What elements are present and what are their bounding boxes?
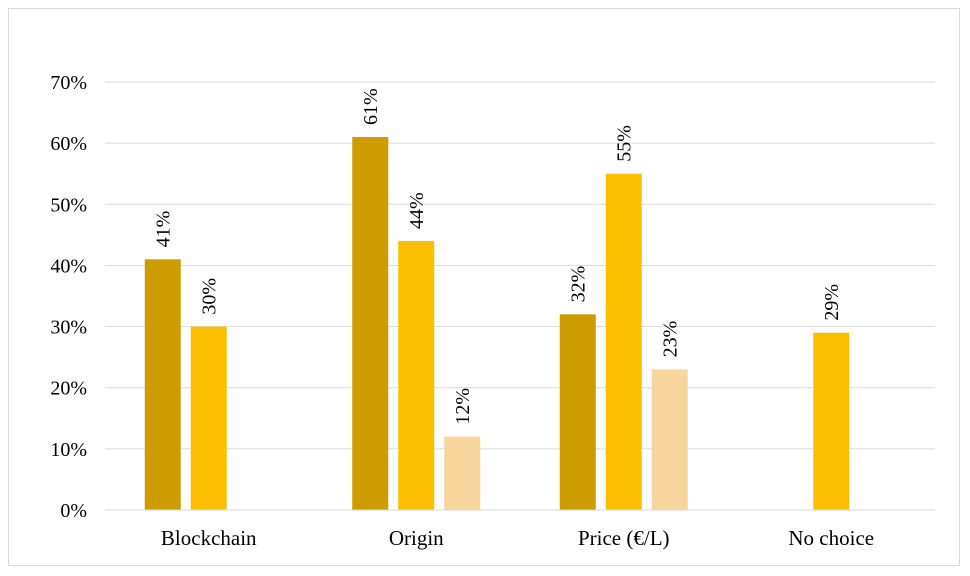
bar xyxy=(651,369,688,510)
y-tick-label: 70% xyxy=(50,72,87,94)
y-tick-label: 40% xyxy=(50,255,87,277)
data-label: 44% xyxy=(406,192,428,229)
x-category-label: No choice xyxy=(788,526,874,550)
axes: 0% 10% 20% 30% 40% 50% 60% 70% Blockchain Origin P… xyxy=(50,72,935,550)
y-tick-label: 10% xyxy=(50,439,87,461)
bar xyxy=(190,326,227,510)
data-label: 55% xyxy=(614,125,636,162)
bar xyxy=(444,436,481,510)
data-label: 12% xyxy=(452,388,474,425)
y-tick-label: 0% xyxy=(60,500,87,522)
y-tick-label: 20% xyxy=(50,378,87,400)
y-tick-label: 50% xyxy=(50,194,87,216)
y-tick-label: 60% xyxy=(50,133,87,155)
y-tick-label: 30% xyxy=(50,317,87,339)
data-label: 23% xyxy=(660,321,682,358)
bar xyxy=(559,314,596,510)
x-category-label: Price (€/L) xyxy=(578,526,670,550)
data-labels: 41% 30% 61% 44% 12% 32% 55% 23% 29% xyxy=(153,88,844,424)
x-category-label: Blockchain xyxy=(161,526,257,550)
bar xyxy=(398,240,435,510)
bar xyxy=(352,137,389,510)
data-label: 61% xyxy=(360,88,382,125)
bars xyxy=(144,137,850,510)
bar xyxy=(813,332,850,510)
data-label: 32% xyxy=(568,266,590,303)
data-label: 29% xyxy=(821,284,843,321)
bar xyxy=(605,173,642,510)
data-label: 41% xyxy=(153,211,175,248)
gridlines xyxy=(105,81,935,450)
bar xyxy=(144,259,181,510)
data-label: 30% xyxy=(199,278,221,315)
x-category-label: Origin xyxy=(389,526,444,550)
